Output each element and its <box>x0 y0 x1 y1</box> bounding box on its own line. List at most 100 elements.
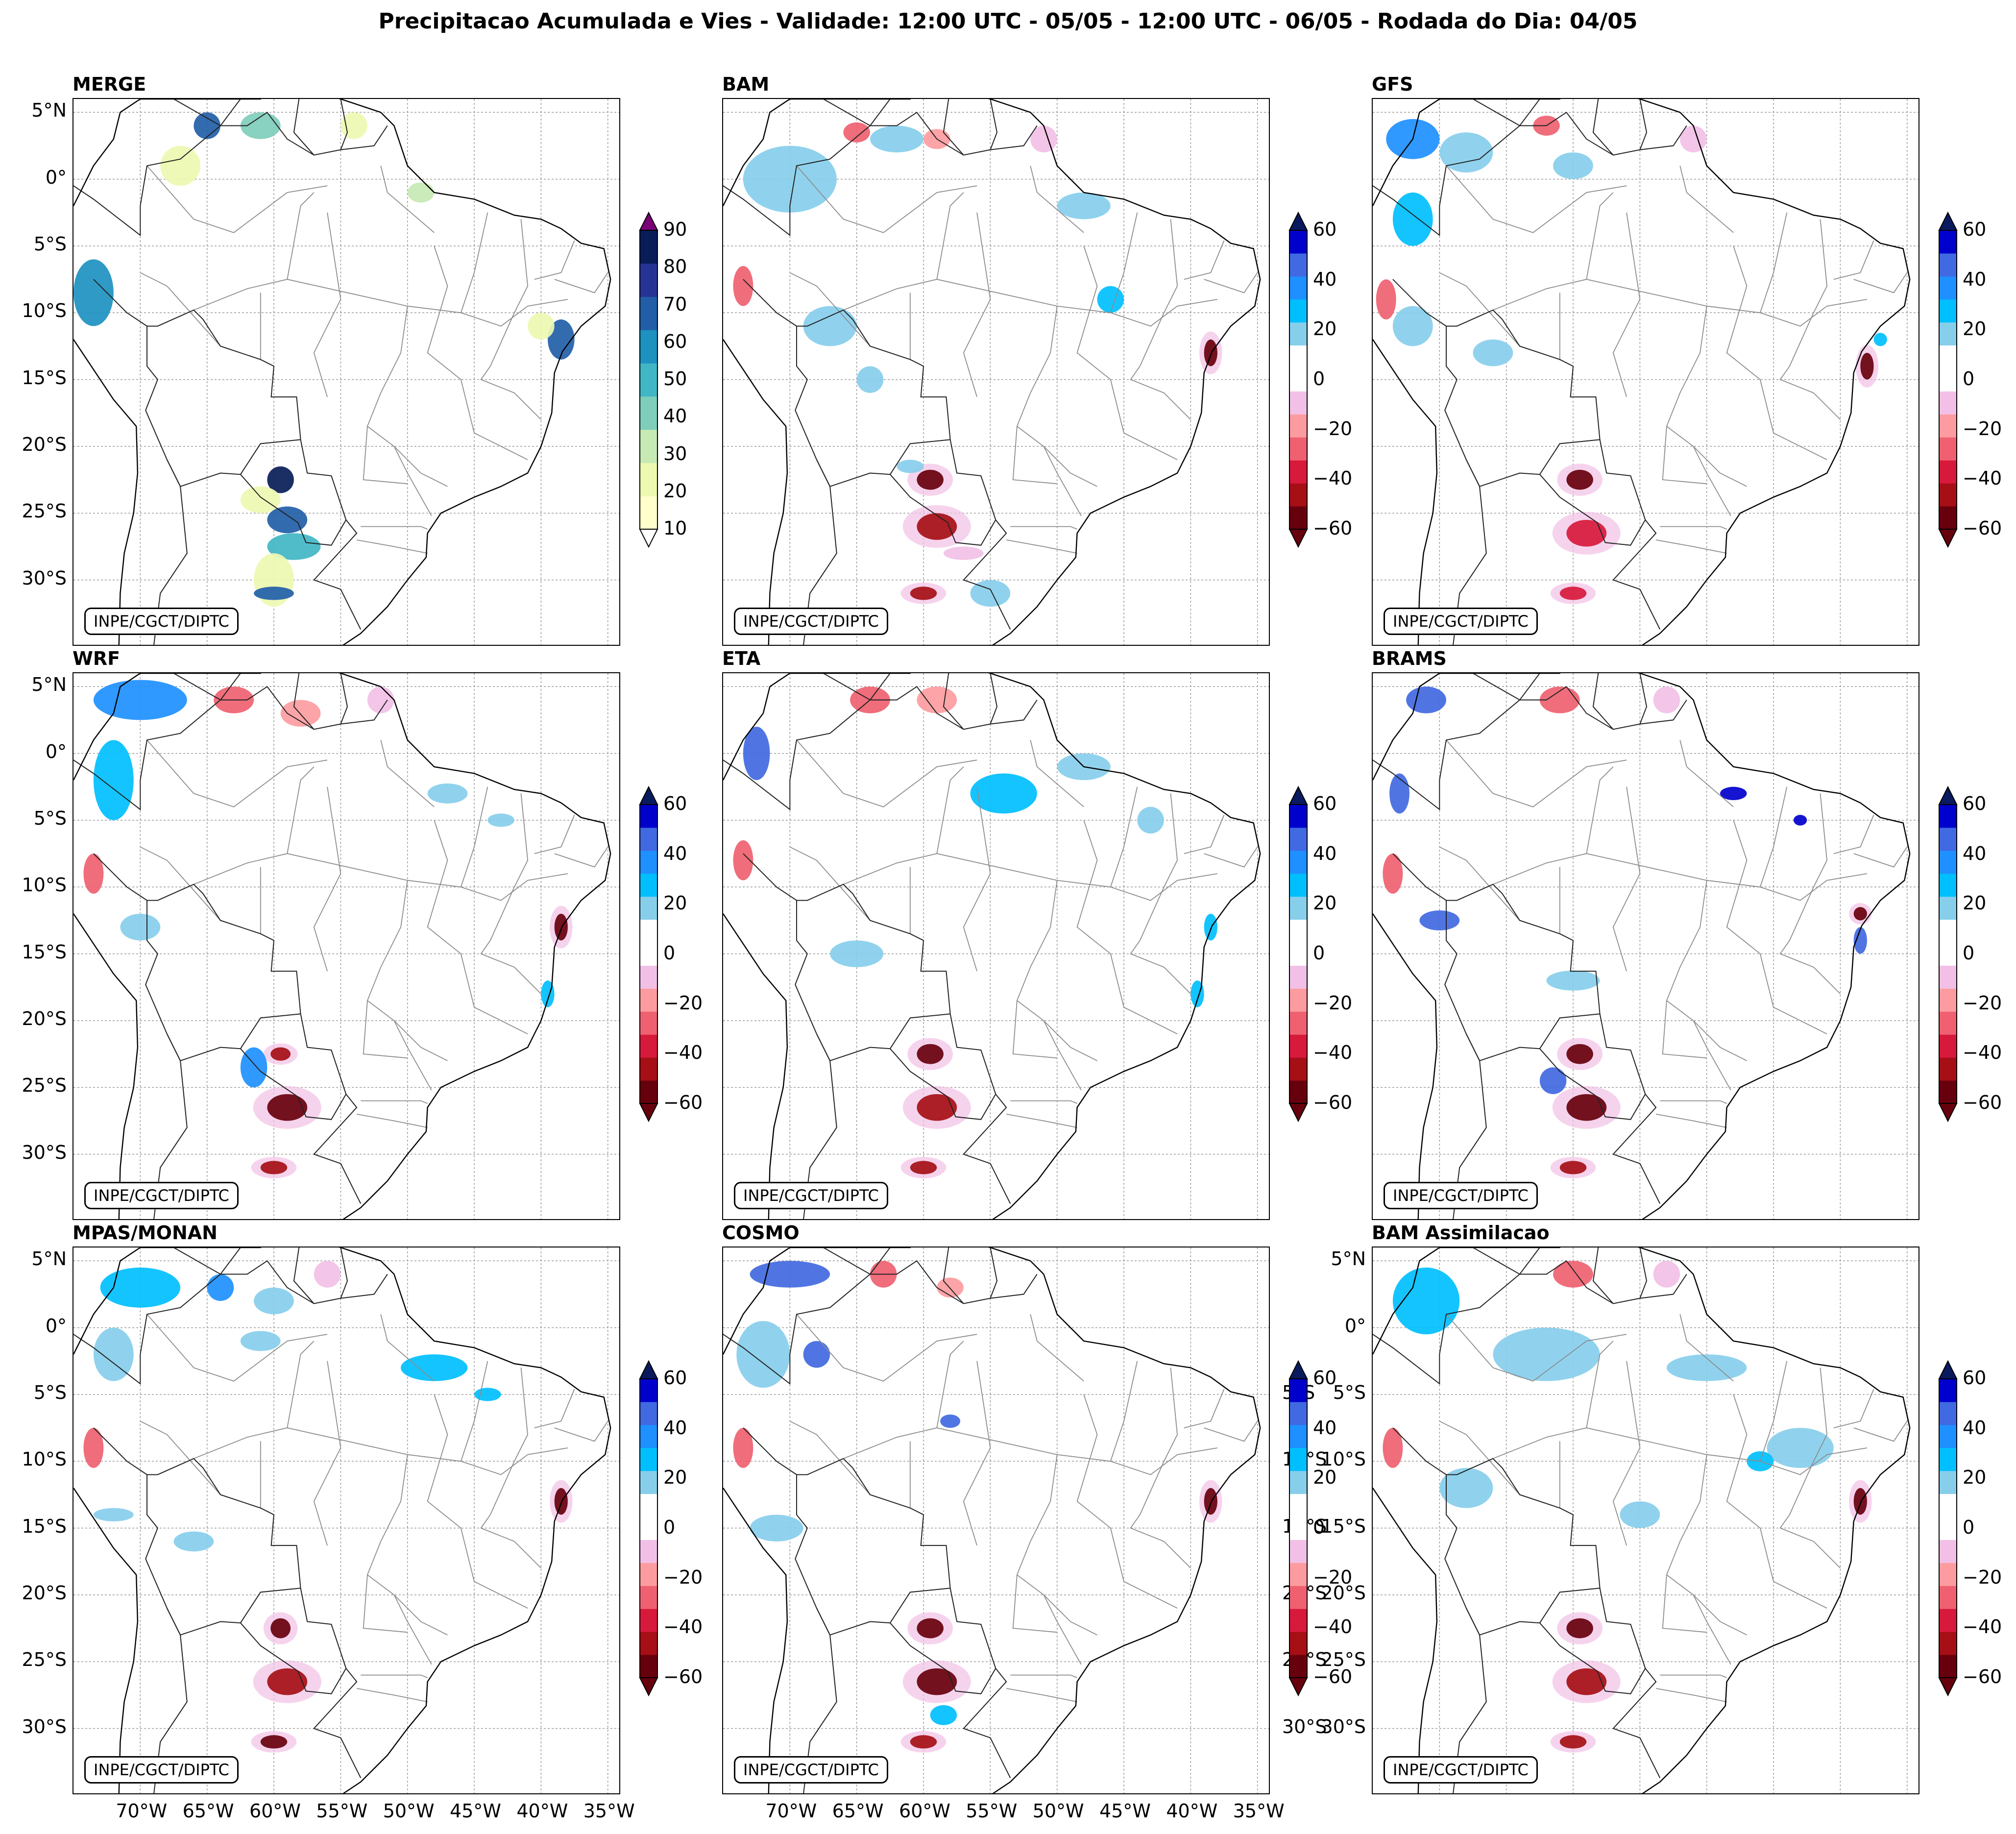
colorbar <box>639 1360 658 1697</box>
state-border <box>1662 1001 1707 1059</box>
colorbar-tick: −60 <box>1313 1092 1353 1113</box>
state-border <box>460 1361 488 1462</box>
precip-cell <box>1653 686 1680 713</box>
colorbar-segment <box>1939 299 1957 323</box>
precip-cell <box>917 469 944 490</box>
colorbar-segment <box>1289 1080 1307 1104</box>
map-panel: INPE/CGCT/DIPTC <box>73 1247 620 1794</box>
lon-label: 70°W <box>116 1800 168 1822</box>
colorbar-tick: −20 <box>1313 992 1353 1014</box>
precip-cell <box>943 546 984 560</box>
lon-label: 40°W <box>1166 1800 1218 1822</box>
colorbar-tick: 40 <box>1963 1417 1987 1439</box>
colorbar-segment <box>1939 391 1957 415</box>
country-border <box>723 685 1038 811</box>
colorbar-tick: 80 <box>663 256 687 278</box>
state-border <box>534 814 575 854</box>
colorbar-segment <box>1289 299 1307 323</box>
field-contours <box>73 112 575 607</box>
precip-cell <box>1204 339 1217 367</box>
state-border <box>963 212 991 397</box>
state-border <box>140 1420 221 1495</box>
colorbar-tick: −60 <box>1963 1666 2002 1687</box>
state-border <box>1853 272 1908 293</box>
colorbar-segment <box>1939 965 1957 989</box>
state-border <box>1655 539 1727 554</box>
lat-label: 5°S <box>33 1381 67 1403</box>
country-border <box>1639 1247 1648 1298</box>
colorbar <box>639 211 658 548</box>
map-panel: INPE/CGCT/DIPTC <box>722 98 1270 646</box>
state-border <box>1779 219 1841 420</box>
field-contours <box>1383 686 1872 1178</box>
country-border <box>173 673 241 701</box>
state-border <box>796 165 977 233</box>
lat-label: 5°N <box>31 674 67 696</box>
map-panel: INPE/CGCT/DIPTC <box>73 98 620 646</box>
colorbar-under-arrow <box>1288 529 1308 548</box>
colorbar-segment <box>1939 1447 1957 1471</box>
colorbar-over-arrow <box>1288 1360 1308 1379</box>
precip-cell <box>1389 773 1409 814</box>
colorbar-segment <box>640 1540 657 1563</box>
state-border <box>393 446 432 516</box>
precip-cell <box>930 1705 957 1725</box>
state-border <box>460 786 488 887</box>
state-border <box>843 279 1218 327</box>
colorbar-segment <box>640 1011 657 1035</box>
country-border <box>293 99 315 156</box>
boundaries <box>1373 99 1911 645</box>
lat-label: 5°S <box>33 233 67 255</box>
colorbar-segment <box>1939 253 1957 277</box>
precip-cell <box>83 1428 104 1468</box>
country-border <box>1392 279 1661 630</box>
colorbar <box>1288 1360 1308 1697</box>
precip-cell <box>240 486 281 514</box>
colorbar-segment <box>640 1632 657 1655</box>
pacific-coastline <box>1373 339 1438 645</box>
precip-cell <box>340 112 367 139</box>
colorbar-tick: −60 <box>1313 1666 1353 1687</box>
lat-label: 20°S <box>1321 1582 1366 1604</box>
precip-cell <box>910 1735 937 1749</box>
state-border <box>1439 272 1520 347</box>
country-border <box>73 1260 388 1385</box>
state-border <box>1662 1575 1707 1633</box>
state-border <box>361 1100 428 1104</box>
country-border <box>1473 1247 1540 1275</box>
state-border <box>1006 1688 1077 1702</box>
state-border <box>1030 166 1084 233</box>
precip-cell <box>93 1508 134 1521</box>
colorbar-segment <box>1939 1080 1957 1104</box>
state-border <box>194 1427 568 1475</box>
state-border <box>313 786 341 972</box>
state-border <box>936 192 964 280</box>
state-border <box>1612 212 1641 397</box>
precip-cell <box>260 1735 288 1749</box>
colorbar-tick: 60 <box>1963 219 1987 240</box>
colorbar-over-arrow <box>1938 785 1958 805</box>
panel-title: MPAS/MONAN <box>73 1222 218 1244</box>
state-border <box>1076 245 1124 433</box>
state-border <box>1662 426 1707 485</box>
colorbar <box>1938 785 1958 1123</box>
state-border <box>1043 1594 1082 1665</box>
state-border <box>1123 432 1178 461</box>
colorbar-tick: 0 <box>1963 1516 1975 1538</box>
state-border <box>1726 245 1774 433</box>
state-border <box>1655 1114 1727 1128</box>
country-border <box>240 1622 347 1694</box>
state-border <box>1439 846 1520 921</box>
colorbar-tick: 0 <box>1313 368 1325 390</box>
colorbar-segment <box>1939 827 1957 851</box>
colorbar-segment <box>640 965 657 989</box>
state-border <box>936 766 964 854</box>
colorbar-under-arrow <box>1938 529 1958 548</box>
precip-cell <box>541 980 555 1007</box>
country-border <box>93 279 362 630</box>
colorbar-under-arrow <box>1938 1677 1958 1697</box>
colorbar-segment <box>1289 1655 1307 1678</box>
colorbar <box>1938 1360 1958 1697</box>
precip-cell <box>554 1488 568 1515</box>
